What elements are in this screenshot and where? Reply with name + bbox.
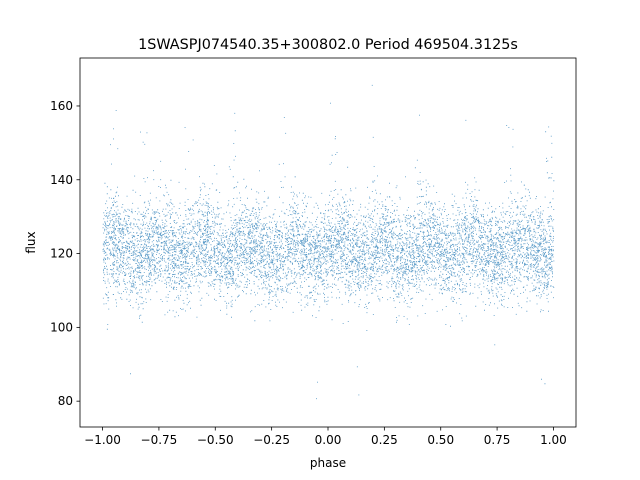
x-axis-label: phase xyxy=(310,456,346,470)
x-axis: −1.00 −0.75 −0.50 −0.25 0.00 0.25 0.50 0.75 1.00 xyxy=(84,427,567,447)
chart-title: 1SWASPJ074540.35+300802.0 Period 469504.… xyxy=(138,37,518,53)
y-tick-label: 140 xyxy=(50,173,73,187)
x-tick-label: −0.75 xyxy=(141,433,178,447)
x-tick-label: 0.75 xyxy=(484,433,511,447)
x-tick-label: 0.00 xyxy=(315,433,342,447)
y-axis: 80 100 120 140 160 xyxy=(50,99,80,408)
y-tick-label: 80 xyxy=(58,394,73,408)
x-tick-label: 1.00 xyxy=(540,433,567,447)
x-tick-label: −1.00 xyxy=(84,433,121,447)
x-tick-label: −0.50 xyxy=(197,433,234,447)
x-tick-label: 0.50 xyxy=(427,433,454,447)
y-tick-label: 160 xyxy=(50,99,73,113)
x-tick-label: 0.25 xyxy=(371,433,398,447)
y-tick-label: 120 xyxy=(50,247,73,261)
x-tick-label: −0.25 xyxy=(253,433,290,447)
y-axis-label: flux xyxy=(24,231,38,253)
y-tick-label: 100 xyxy=(50,320,73,334)
